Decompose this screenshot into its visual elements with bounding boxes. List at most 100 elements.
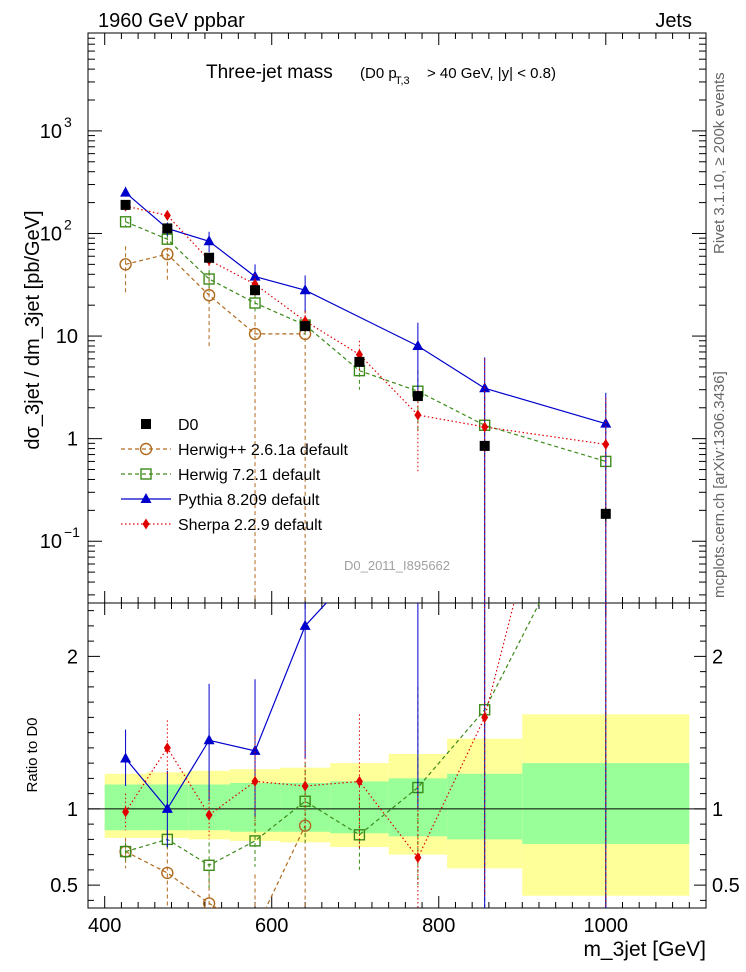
ratio-series-pythia — [120, 498, 607, 908]
ratio-point — [602, 239, 609, 250]
y-tick-label: 10 — [40, 223, 62, 245]
data-point — [161, 247, 174, 261]
data-point — [600, 508, 611, 519]
data-point — [120, 199, 131, 210]
legend-label: Pythia 8.209 default — [178, 492, 320, 509]
data-point — [481, 421, 489, 433]
legend-entry: Sherpa 2.2.9 default — [121, 517, 323, 534]
y-axis-label: dσ_3jet / dm_3jet [pb/GeV] — [22, 210, 44, 449]
analysis-id: D0_2011_I895662 — [344, 558, 450, 573]
energy-label: 1960 GeV ppbar — [98, 10, 245, 32]
legend-marker — [139, 442, 153, 456]
ratio-point — [251, 775, 259, 787]
ratio-point — [412, 498, 423, 508]
ratio-line — [125, 603, 515, 859]
data-point — [202, 289, 216, 302]
x-tick-label: 800 — [422, 915, 455, 937]
ratio-point — [203, 859, 215, 871]
data-point — [479, 440, 490, 451]
data-point — [204, 252, 215, 263]
series-line — [125, 253, 306, 335]
ratio-point — [481, 711, 489, 723]
ratio-point — [163, 742, 171, 754]
ratio-series-layer — [119, 239, 609, 908]
ratio-point — [249, 835, 261, 847]
data-point — [248, 327, 262, 341]
y-tick-label: 10 — [56, 326, 78, 348]
series-d0 — [120, 199, 611, 522]
ratio-point — [122, 806, 130, 818]
ratio-tick-label-right: 1 — [712, 799, 723, 821]
ratio-uncertainty-bands — [104, 714, 690, 896]
ratio-series-sherpa — [122, 239, 609, 908]
ratio-tick-label: 0.5 — [50, 875, 78, 897]
data-point — [119, 216, 132, 228]
y-tick-label: 1 — [67, 429, 78, 451]
data-point — [163, 209, 171, 221]
data-point — [414, 409, 422, 421]
ratio-tick-label-right: 0.5 — [712, 875, 740, 897]
data-point — [354, 356, 365, 367]
y-tick-exponent: −1 — [64, 524, 80, 540]
legend-label: D0 — [178, 417, 199, 434]
ratio-point — [355, 775, 363, 787]
ratio-plot-frame — [87, 602, 707, 909]
legend-entry: Pythia 8.209 default — [121, 492, 320, 509]
chart-subtitle-subscript: T,3 — [395, 75, 410, 87]
ratio-series-herwig — [119, 819, 312, 908]
data-point — [249, 297, 261, 309]
ratio-point — [205, 809, 213, 821]
data-point — [162, 223, 173, 234]
data-point — [412, 391, 423, 402]
y-tick-exponent: 2 — [64, 216, 72, 232]
category-label: Jets — [655, 10, 692, 32]
y-tick-label: 10 — [40, 531, 62, 553]
ratio-tick-label-right: 2 — [712, 646, 723, 668]
chart-subtitle-prefix: (D0 p — [360, 65, 397, 82]
ratio-point — [203, 734, 215, 745]
data-point — [203, 273, 215, 285]
legend-label: Sherpa 2.2.9 default — [178, 517, 323, 534]
data-point — [299, 284, 311, 295]
ratio-line — [125, 603, 328, 810]
data-point — [300, 321, 311, 332]
data-point — [412, 340, 424, 351]
data-point — [602, 438, 610, 450]
series-line — [125, 192, 606, 425]
ratio-point — [119, 845, 132, 858]
x-axis-label: m_3jet [GeV] — [583, 938, 706, 961]
y-tick-label: 10 — [40, 121, 62, 143]
legend-marker — [140, 468, 152, 480]
ratio-point — [161, 802, 173, 813]
y-tick-exponent: 3 — [64, 114, 72, 130]
x-tick-label: 600 — [255, 915, 288, 937]
data-point — [203, 235, 215, 246]
chart-subtitle-suffix: > 40 GeV, |y| < 0.8) — [427, 65, 556, 82]
ratio-point — [299, 619, 311, 630]
legend-entry: Herwig 7.2.1 default — [121, 467, 321, 484]
legend-marker — [140, 493, 152, 503]
main-series-layer — [119, 186, 612, 603]
mcplots-label: mcplots.cern.ch [arXiv:1306.3436] — [711, 371, 728, 598]
series-herwig — [119, 240, 312, 603]
legend-entry: Herwig++ 2.6.1a default — [121, 442, 348, 459]
ratio-point — [301, 780, 309, 792]
legend: D0 Herwig++ 2.6.1a default Herwig 7.2.1 de… — [121, 417, 348, 534]
ratio-tick-label: 2 — [67, 646, 78, 668]
x-tick-label: 1000 — [584, 915, 629, 937]
ratio-tick-label: 1 — [67, 799, 78, 821]
data-point — [120, 186, 132, 197]
ratio-line — [125, 603, 541, 866]
ratio-point — [120, 752, 132, 763]
ratio-point — [249, 744, 261, 755]
ratio-point — [414, 852, 422, 864]
legend-marker — [142, 518, 150, 530]
ratio-point — [202, 897, 216, 908]
rivet-version-label: Rivet 3.1.10, ≥ 200k events — [711, 72, 728, 254]
legend-marker — [141, 419, 151, 429]
data-point — [250, 285, 261, 296]
series-line — [125, 221, 606, 462]
series-line — [125, 205, 606, 445]
